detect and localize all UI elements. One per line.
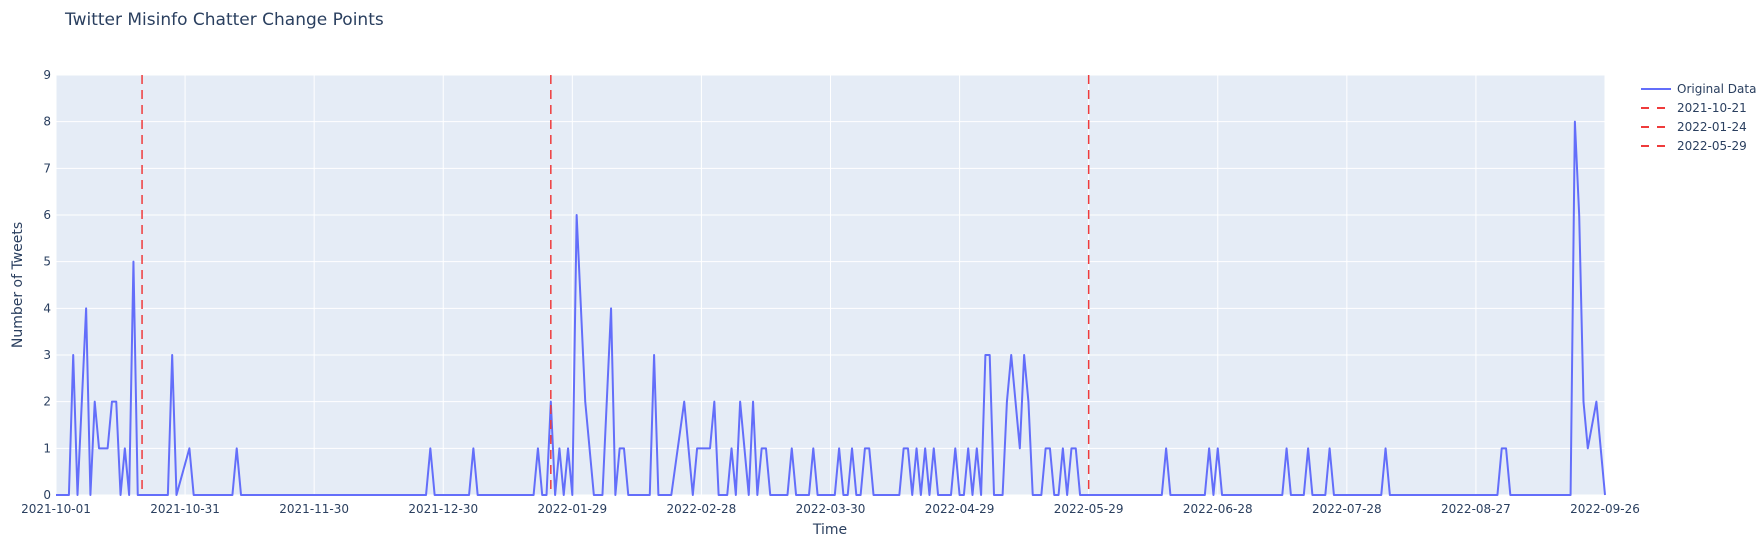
chart-title: Twitter Misinfo Chatter Change Points [64,10,384,30]
y-tick-label: 7 [43,161,51,175]
legend-label: Original Data [1677,82,1756,96]
x-tick-label: 2022-03-30 [796,502,866,516]
x-tick-label: 2021-12-30 [408,502,478,516]
y-tick-label: 9 [43,68,51,82]
series-layer [56,120,1606,496]
x-tick-label: 2022-05-29 [1054,502,1124,516]
y-tick-label: 2 [43,395,51,409]
y-axis-title: Number of Tweets [10,222,26,348]
x-tick-label: 2021-10-01 [21,502,91,516]
legend-label: 2021-10-21 [1677,101,1747,115]
legend-label: 2022-05-29 [1677,139,1747,153]
x-tick-label: 2022-04-29 [925,502,995,516]
x-tick-label: 2022-02-28 [667,502,737,516]
legend: Original Data 2021-10-21 2022-01-24 2022-05… [1641,82,1756,153]
y-axis-ticks: 0 1 2 3 4 5 6 7 8 9 [43,68,51,502]
x-axis-title: Time [812,522,847,536]
x-tick-label: 2021-10-31 [150,502,220,516]
y-tick-label: 8 [43,115,51,129]
y-tick-label: 6 [43,208,51,222]
change-point-lines [141,75,1090,495]
y-tick-label: 0 [43,488,51,502]
y-tick-label: 4 [43,301,51,315]
x-tick-label: 2022-07-28 [1312,502,1382,516]
x-tick-label: 2022-06-28 [1183,502,1253,516]
legend-label: 2022-01-24 [1677,120,1747,134]
x-axis-ticks: 2021-10-01 2021-10-31 2021-11-30 2021-12-30… [21,502,1640,516]
y-tick-label: 1 [43,441,51,455]
x-tick-label: 2022-01-29 [537,502,607,516]
x-tick-label: 2022-09-26 [1570,502,1640,516]
y-tick-label: 5 [43,255,51,269]
y-tick-label: 3 [43,348,51,362]
series-line-original-data [56,120,1606,496]
x-tick-label: 2022-08-27 [1441,502,1511,516]
x-tick-label: 2021-11-30 [279,502,349,516]
